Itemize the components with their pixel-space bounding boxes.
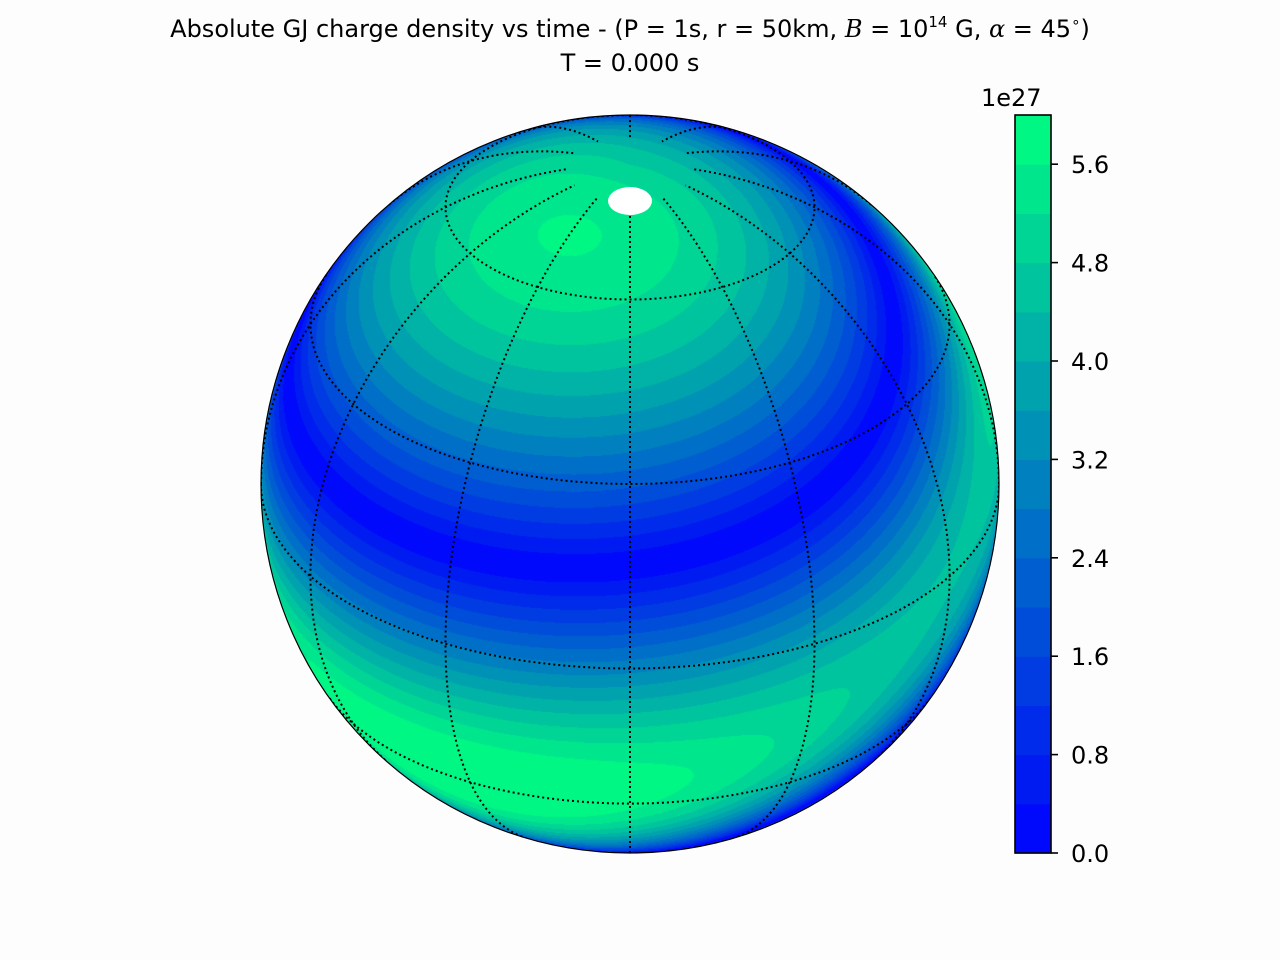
graticule-parallel — [261, 483, 999, 670]
colorbar-multiplier-label: 1e27 — [981, 84, 1042, 112]
title-b-exponent: 14 — [928, 13, 948, 31]
colorbar-level-band — [1015, 410, 1051, 460]
colorbar-tick-label: 0.8 — [1071, 742, 1109, 770]
title-b-eq: = 10 — [862, 15, 929, 43]
colorbar-tick-label: 3.2 — [1071, 446, 1109, 474]
colorbar-tick-label: 0.0 — [1071, 840, 1109, 868]
chart-subtitle: T = 0.000 s — [560, 49, 700, 77]
colorbar-level-band — [1015, 803, 1051, 854]
graticule-meridian — [388, 150, 575, 206]
colorbar-frame — [1014, 114, 1052, 854]
chart-title-block: Absolute GJ charge density vs time - (P … — [0, 12, 1260, 80]
graticule-meridian — [529, 125, 599, 143]
chart-title: Absolute GJ charge density vs time - (P … — [0, 12, 1260, 46]
colorbar-level-band — [1015, 213, 1051, 264]
colorbar-level-band — [1015, 459, 1051, 510]
colorbar-tick-label: 4.0 — [1071, 348, 1109, 376]
title-b-symbol: B — [844, 15, 863, 43]
graticule-meridian — [685, 150, 872, 206]
graticule-meridian — [685, 184, 951, 761]
graticule-meridian — [661, 125, 731, 143]
title-alpha-symbol: α — [988, 15, 1006, 43]
colorbar-level-band — [1015, 607, 1051, 657]
globe-density-map — [261, 115, 999, 853]
colorbar-level-band — [1015, 557, 1051, 608]
colorbar-level-band — [1015, 754, 1051, 805]
colorbar-level-band — [1015, 164, 1051, 214]
colorbar-level-band — [1015, 361, 1051, 411]
title-b-unit: G, — [947, 15, 989, 43]
globe — [260, 114, 1000, 854]
colorbar-tick-label: 4.8 — [1071, 250, 1109, 278]
colorbar-level-band — [1015, 262, 1051, 313]
title-prefix: Absolute GJ charge density vs time - (P … — [170, 15, 845, 43]
colorbar-tick-label: 2.4 — [1071, 545, 1109, 573]
graticule-parallel — [309, 274, 951, 486]
colorbar-tick-label: 5.6 — [1071, 151, 1109, 179]
graticule-meridian — [309, 184, 575, 761]
title-suffix: ) — [1080, 15, 1090, 43]
colorbar-level-band — [1015, 705, 1051, 756]
title-alpha-degree: ∘ — [1071, 13, 1081, 31]
graticule-parallel — [444, 115, 816, 301]
graticule — [261, 115, 999, 853]
colorbar-level-band — [1015, 115, 1051, 165]
colorbar-level-band — [1015, 311, 1051, 362]
colorbar-tick-label: 1.6 — [1071, 643, 1109, 671]
title-alpha-eq: = 45 — [1005, 15, 1072, 43]
colorbar-level-band — [1015, 656, 1051, 706]
pole-cap — [608, 187, 652, 215]
colorbar: 0.0 0.8 1.6 2.4 3.2 4.0 4.8 5.6 1e27 — [981, 84, 1109, 868]
globe-outline — [260, 114, 1000, 854]
colorbar-level-band — [1015, 508, 1051, 559]
